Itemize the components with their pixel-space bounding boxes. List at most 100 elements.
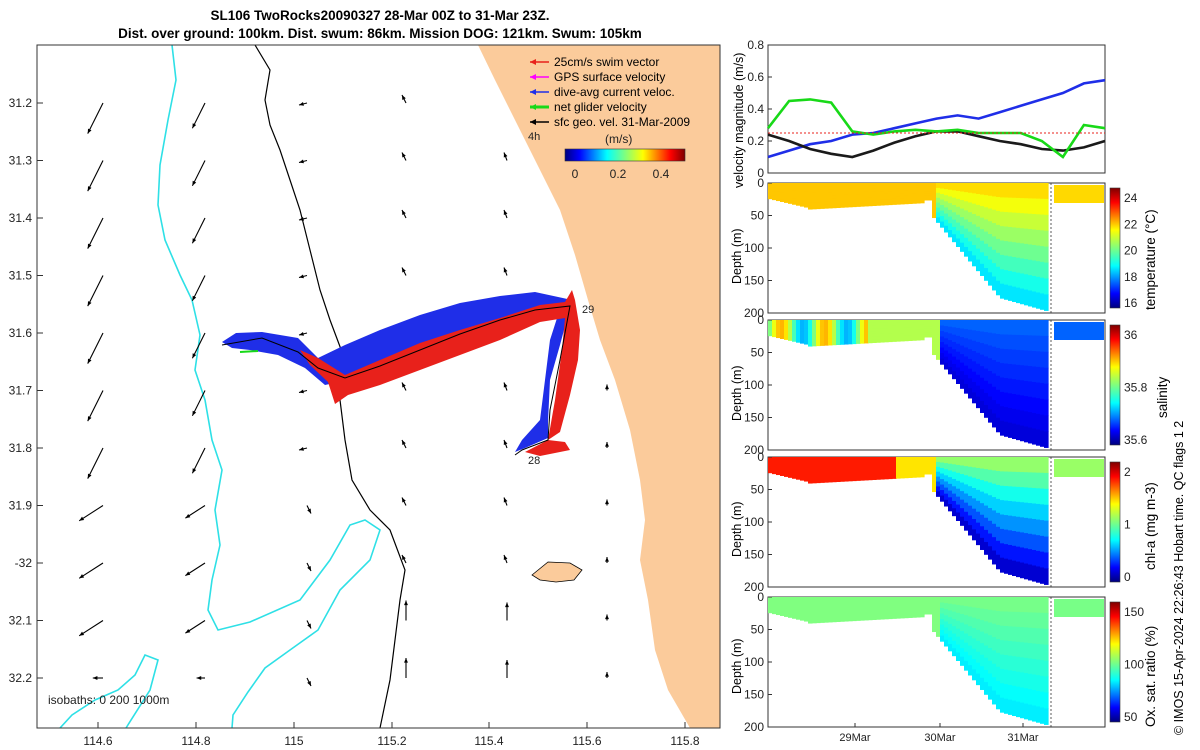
profile-cell [916,185,921,189]
profile-cell [888,462,893,466]
profile-cell [788,457,793,461]
profile-cell [880,320,885,324]
profile-cell [1024,688,1029,705]
profile-cell [932,332,937,338]
profile-cell [948,333,953,341]
profile-cell [772,609,777,613]
profile-cell [812,473,817,477]
velocity-ylabel: velocity magnitude (m/s) [732,52,746,188]
profile-cell [996,540,1001,556]
profile-cell [1004,407,1009,423]
profile-cell [904,322,909,326]
geo-velocity-arrow [401,267,407,276]
profile-cell [824,597,829,601]
profile-cell [944,621,949,629]
profile-cell [856,611,861,616]
profile-cell [796,194,801,198]
profile-cell [908,332,913,336]
profile-cell [908,602,913,606]
profile-cell [1036,261,1041,278]
profile-cell [812,616,817,621]
profile-cell [964,615,969,625]
colorbar-tick-label: 100 [1124,658,1144,672]
profile-cell [868,339,873,344]
profile-cell [1016,272,1021,289]
profile-cell [996,347,1001,363]
profile-cell [932,341,937,347]
profile-cell [996,652,1001,668]
profile-cell [964,237,969,248]
profile-cell [940,199,945,206]
profile-cell [972,477,977,489]
profile-cell [824,183,829,187]
profile-cell [996,333,1001,349]
geo-velocity-arrow [605,614,609,621]
profile-cell [824,335,829,340]
profile-cell [808,339,813,344]
profile-cell [928,191,933,195]
profile-cell [968,606,973,618]
legend-gps: GPS surface velocity [554,70,666,84]
profile-cell [972,659,977,670]
profile-cell [916,597,921,601]
profile-cell [920,609,925,613]
profile-cell [996,526,1001,542]
profile-cell [992,623,997,638]
profile-cell [852,331,857,336]
profile-cell [960,234,965,244]
profile-cell [964,329,969,339]
profile-cell [880,322,885,327]
profile-cell [1040,414,1045,432]
profile-cell [860,462,865,467]
profile-cell [880,199,885,203]
profile-cell [828,597,833,601]
profile-cell [936,476,941,483]
profile-cell [960,379,965,389]
profile-cell [924,183,929,186]
profile-cell [880,333,885,338]
profile-cell [848,203,853,208]
profile-cell [988,609,993,624]
profile-cell [852,462,857,467]
colorbar-tick-label: 16 [1124,296,1138,310]
profile-cell [800,474,805,478]
profile-cell [896,201,901,205]
profile-cell [840,597,845,601]
profile-cell [836,195,841,199]
profile-cell [784,324,789,328]
profile-cell [980,468,985,481]
profile-cell [948,644,953,652]
profile-cell [1032,534,1037,551]
profile-cell [984,243,989,257]
profile-cell [912,612,917,616]
profile-cell [880,325,885,329]
profile-cell [860,334,865,338]
profile-cell [976,489,981,502]
profile-cell [1028,320,1033,336]
profile-cell [1024,642,1029,659]
geo-velocity-arrow [401,439,407,449]
map-xtick-label: 115.2 [377,734,406,748]
profile-cell [888,338,893,343]
profile-cell [780,336,785,339]
profile-cell [960,328,965,338]
profile-cell [976,352,981,365]
profile-cell [996,196,1001,212]
profile-cell [852,457,857,461]
profile-cell [876,602,881,606]
profile-cell [868,616,873,621]
profile-cell [908,325,913,329]
profile-cell [832,186,837,190]
profile-cell [824,332,829,337]
profile-cell [1016,320,1021,336]
profile-cell [780,461,785,465]
profile-cell [1032,643,1037,660]
profile-cell [840,192,845,196]
profile-cell [936,202,941,209]
profile-cell [1036,488,1041,505]
profile-cell [800,322,805,327]
profile-cell [952,486,957,495]
profile-cell [920,329,925,333]
profile-cell [992,236,997,251]
profile-cell [980,183,985,196]
